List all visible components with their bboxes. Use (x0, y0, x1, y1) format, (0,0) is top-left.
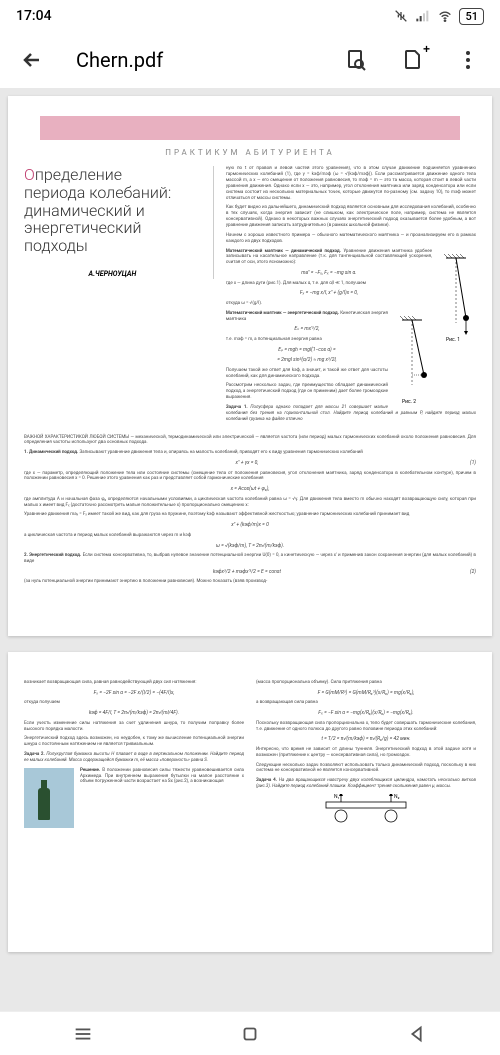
find-icon (344, 48, 368, 72)
header-band (40, 116, 460, 140)
right-column-top: ную по t от правой и левой частей этого … (226, 166, 476, 426)
page2-left-col: возникает возвращающая сила, равная равн… (24, 680, 244, 828)
pendulum-icon: Рис. 1 (436, 253, 476, 343)
pdf-page-1: ПРАКТИКУМ АБИТУРИЕНТА Определение период… (8, 96, 492, 636)
article-title: Определение периода колебаний: динамичес… (24, 166, 201, 254)
search-in-doc-button[interactable] (336, 40, 376, 80)
nav-menu-button[interactable] (63, 1014, 103, 1054)
bottle-figure (24, 768, 74, 828)
pdf-page-2: возникает возвращающая сила, равная равн… (8, 652, 492, 952)
figure-3: N₁ N₂ (256, 794, 476, 824)
battery-indicator: 51 (459, 8, 484, 25)
title-block: Определение периода колебаний: динамичес… (24, 166, 214, 279)
status-time: 17:04 (16, 8, 52, 24)
document-title: Chern.pdf (76, 48, 320, 72)
more-button[interactable] (448, 40, 488, 80)
author: А.ЧЕРНОУЦАН (24, 270, 201, 279)
svg-text:Рис. 2: Рис. 2 (402, 399, 416, 405)
nav-back-button[interactable] (397, 1014, 437, 1054)
back-arrow-icon (20, 48, 44, 72)
signal-icon (415, 8, 431, 24)
svg-text:Рис. 1: Рис. 1 (446, 337, 460, 343)
columns-row: ВАЖНОЙ ХАРАКТЕРИСТИКОЙ ЛЮБОЙ СИСТЕМЫ — м… (24, 435, 476, 590)
mute-icon (393, 8, 409, 24)
nav-home-button[interactable] (230, 1014, 270, 1054)
back-button[interactable] (12, 40, 52, 80)
figure-2: Рис. 2 (392, 315, 432, 405)
menu-icon (72, 1023, 94, 1045)
page2-right-col: (масса пропорциональна объему). Сила при… (256, 680, 476, 828)
pdf-viewport[interactable]: ПРАКТИКУМ АБИТУРИЕНТА Определение период… (0, 88, 500, 1011)
wifi-icon (437, 8, 453, 24)
svg-text:N₁: N₁ (334, 794, 340, 800)
triangle-back-icon (406, 1023, 428, 1045)
svg-text:N₂: N₂ (394, 794, 400, 800)
status-bar: 17:04 51 (0, 0, 500, 32)
left-column: ВАЖНОЙ ХАРАКТЕРИСТИКОЙ ЛЮБОЙ СИСТЕМЫ — м… (24, 435, 476, 590)
status-right: 51 (393, 8, 484, 25)
nav-bar (0, 1011, 500, 1055)
square-icon (239, 1023, 261, 1045)
figure-1: Рис. 1 (436, 253, 476, 343)
section-label: ПРАКТИКУМ АБИТУРИЕНТА (24, 148, 476, 158)
add-page-button[interactable] (392, 40, 432, 80)
pendulum2-icon: Рис. 2 (392, 315, 432, 405)
page2-columns: возникает возвращающая сила, равная равн… (24, 680, 476, 828)
page-plus-icon (400, 48, 424, 72)
app-bar: Chern.pdf (0, 32, 500, 88)
more-vert-icon (456, 48, 480, 72)
title-accent: О (24, 165, 35, 184)
